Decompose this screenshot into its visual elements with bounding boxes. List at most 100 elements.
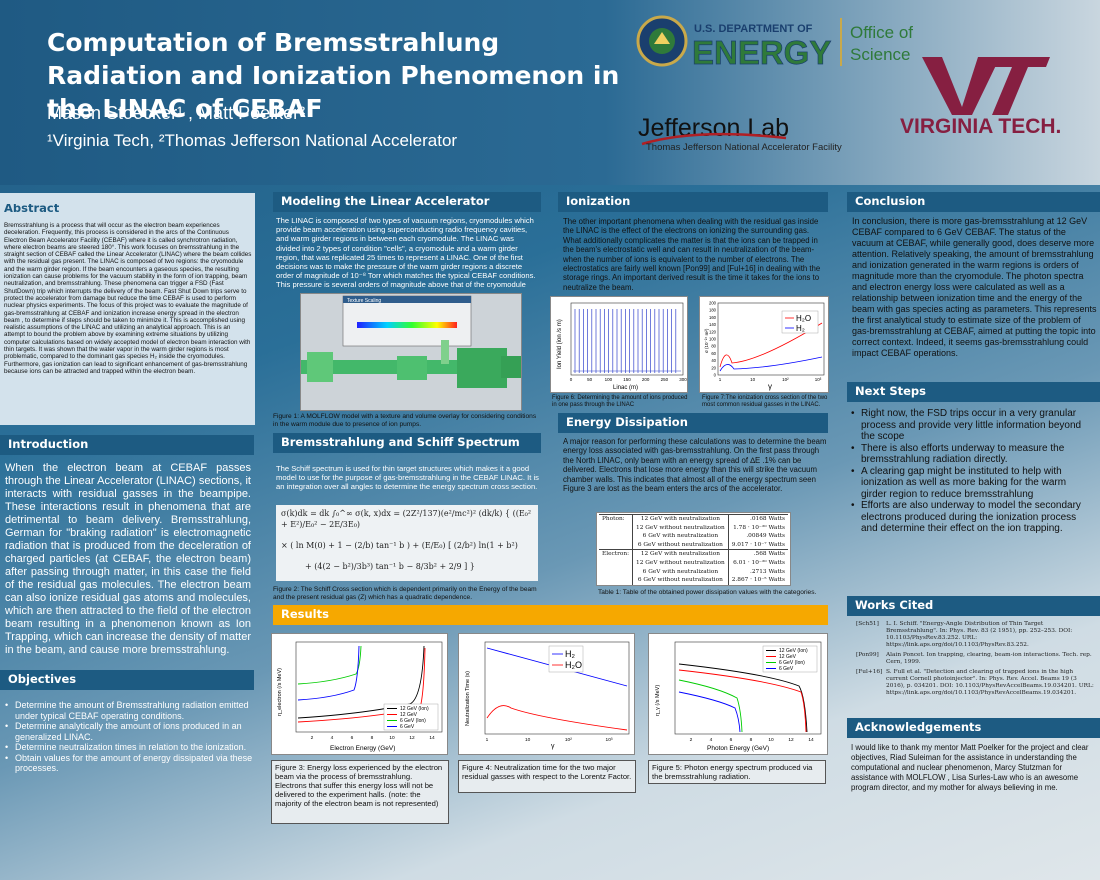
doe-logo: U.S. DEPARTMENT OF ENERGY Office of Scie… xyxy=(636,14,936,71)
table-category-cell xyxy=(599,558,633,567)
table-condition-cell: 6 GeV with neutralization xyxy=(632,532,729,541)
schiff-equation: σ(k)dk = dk ∫₀^∞ σ(k, x)dx = (2Z²/137)(e… xyxy=(276,505,538,581)
x-tick-label: 50 xyxy=(587,377,593,382)
next-steps-list: Right now, the FSD trips occur in a very… xyxy=(849,408,1094,568)
x-tick-label: 12 xyxy=(409,735,415,741)
figure7-caption: Figure 7:The ionization cross section of… xyxy=(702,395,828,408)
figure7-plot: 0 20 40 60 80 100 120 140 160 180 200 H₂O H₂ σ (10… xyxy=(699,296,829,393)
authors: Mason Stoecker¹ , Matt Poelker² xyxy=(47,103,306,123)
legend-label: 6 GeV (Ion) xyxy=(779,660,805,666)
x-tick-label: 300 xyxy=(679,377,687,382)
fig7-x-ticks: 1 10 10² 10³ xyxy=(719,377,822,382)
fig6-x-ticks: 0 50 100 150 200 250 300 xyxy=(570,377,688,382)
table-condition-cell: 6 GeV without neutralization xyxy=(632,576,729,585)
table-row: 12 GeV without neutralization 1.78 · 10⁻²… xyxy=(599,523,788,533)
fig3-x-ticks: 2 4 6 8 10 12 14 xyxy=(311,735,435,741)
fig7-ylabel: σ (10⁻²⁴ m²) xyxy=(704,328,709,353)
fig4-legend-h2o: H₂O xyxy=(565,660,582,670)
next-step-item: Efforts are also underway to model the s… xyxy=(849,500,1094,535)
figure3-plot: 12 GeV (Ion) 12 GeV 6 GeV (Ion) 6 GeV η_ele… xyxy=(271,633,448,755)
next-steps-heading: Next Steps xyxy=(847,382,1100,402)
objective-item: Determine neutralization times in relati… xyxy=(3,742,253,753)
acknowledgements-heading: Acknowledgements xyxy=(847,718,1100,738)
schiff-text: The Schiff spectrum is used for thin tar… xyxy=(276,464,539,492)
y-tick-label: 80 xyxy=(711,344,716,349)
acknowledgements-text: I would like to thank my mentor Matt Poe… xyxy=(851,743,1089,792)
table-row: Photon: 12 GeV with neutralization .0168 W… xyxy=(599,514,788,524)
table-value-cell: .00849 Watts xyxy=(746,533,785,540)
figure3-caption: Figure 3: Energy loss experienced by the… xyxy=(271,760,449,824)
series-6gev-ion xyxy=(678,679,743,733)
x-tick-label: 0 xyxy=(570,377,573,382)
x-tick-label: 12 xyxy=(788,737,794,743)
poster-title: Computation of Bremsstrahlung Radiation … xyxy=(47,28,620,123)
fig6-xlabel: Linac (m) xyxy=(613,385,638,391)
legend-label: 12 GeV xyxy=(400,712,418,718)
fig7-y-ticks: 0 20 40 60 80 100 120 140 160 180 200 xyxy=(709,301,717,378)
x-tick-label: 6 xyxy=(730,737,733,743)
ionization-heading: Ionization xyxy=(558,192,828,212)
reference-key: [Pon99] xyxy=(856,652,879,658)
table-category-cell xyxy=(599,532,633,541)
equation-line: × ( ln M(0) + 1 − (2/b) tan⁻¹ b ) + (E/E… xyxy=(281,541,518,550)
x-tick-label: 2 xyxy=(690,737,693,743)
table-value-cell: 1.78 · 10⁻²⁰ Watts xyxy=(733,524,785,531)
jlab-subtitle: Thomas Jefferson National Accelerator Fa… xyxy=(646,142,842,153)
energy-dissipation-heading: Energy Dissipation xyxy=(558,413,828,433)
introduction-text: When the electron beam at CEBAF passes t… xyxy=(5,462,251,656)
virginia-tech-logo: VIRGINIA TECH. xyxy=(900,55,1095,140)
objective-item: Determine the amount of Bremsstrahlung r… xyxy=(3,700,253,721)
schiff-heading: Bremsstrahlung and Schiff Spectrum xyxy=(273,433,541,453)
table-category-cell xyxy=(599,541,633,550)
x-tick-label: 10³ xyxy=(815,377,822,382)
fig5-x-ticks: 2 4 6 8 10 12 14 xyxy=(690,737,814,743)
x-tick-label: 1 xyxy=(486,737,489,743)
next-step-item: There is also efforts underway to measur… xyxy=(849,443,1094,466)
x-tick-label: 200 xyxy=(642,377,650,382)
fig7-legend-h2o: H₂O xyxy=(796,314,811,323)
x-tick-label: 100 xyxy=(605,377,613,382)
legend-label: 6 GeV xyxy=(779,666,794,672)
table-row: 6 GeV without neutralization 2.867 · 10⁻⁵… xyxy=(599,576,788,585)
x-tick-label: 10 xyxy=(768,737,774,743)
figure5-caption: Figure 5: Photon energy spectrum produce… xyxy=(648,760,826,784)
x-tick-label: 2 xyxy=(311,735,314,741)
fig6-ylabel: Ion Yield (ion /s m) xyxy=(557,319,563,369)
molflow-model-figure: Texture Scaling xyxy=(300,293,522,411)
power-dissipation-table: Photon: 12 GeV with neutralization .0168 W… xyxy=(596,512,791,586)
modeling-heading: Modeling the Linear Accelerator xyxy=(273,192,541,212)
x-tick-label: 10² xyxy=(782,377,789,382)
legend-label: 12 GeV xyxy=(779,654,797,660)
x-tick-label: 14 xyxy=(808,737,814,743)
doe-science: Science xyxy=(850,45,910,64)
figure1-caption: Figure 1: A MOLFLOW model with a texture… xyxy=(273,413,537,428)
references-list: [Sch51] L. I. Schiff. "Energy-Angle Distr… xyxy=(856,621,1094,711)
ionization-text: The other important phenomena when deali… xyxy=(563,217,821,292)
poster-header: Computation of Bremsstrahlung Radiation … xyxy=(0,0,1100,185)
x-tick-label: 4 xyxy=(331,735,334,741)
energy-dissipation-text: A major reason for performing these calc… xyxy=(563,437,827,494)
figure4-caption: Figure 4: Neutralization time for the tw… xyxy=(458,760,636,793)
fig3-ylabel: η_electron (/s MeV) xyxy=(277,668,283,716)
table-row: 6 GeV with neutralization .2713 Watts xyxy=(599,567,788,577)
table-value-cell: 9.017 · 10⁻⁷ Watts xyxy=(731,542,785,549)
next-step-item: A clearing gap might be instituted to he… xyxy=(849,466,1094,501)
fig3-xlabel: Electron Energy (GeV) xyxy=(330,745,395,752)
fig4-x-ticks: 1 10 10² 10³ xyxy=(486,737,613,743)
doe-line1: U.S. DEPARTMENT OF xyxy=(694,23,813,35)
y-tick-label: 200 xyxy=(709,301,717,306)
abstract-heading: Abstract xyxy=(4,204,60,214)
x-tick-label: 14 xyxy=(429,735,435,741)
h2-cross-section-line xyxy=(719,356,823,372)
series-6gev-ion xyxy=(297,645,362,685)
equation-line: + (4(2 − b²)/3b³) tan⁻¹ b − 8/3b² + 2/9 … xyxy=(305,562,475,571)
x-tick-label: 8 xyxy=(750,737,753,743)
reference-entry: [Ful+16] S. Full et al. "Detection and cl… xyxy=(856,669,1094,697)
jlab-wordmark: Jefferson Lab xyxy=(638,114,789,142)
figure6-plot: Ion Yield (ion /s m) Linac (m) 0 50 100 150… xyxy=(550,296,688,393)
molflow-model-image: Texture Scaling xyxy=(301,294,521,410)
table-category-cell: Photon: xyxy=(602,516,625,523)
x-tick-label: 250 xyxy=(661,377,669,382)
reference-text: S. Full et al. "Detection and clearing o… xyxy=(886,669,1094,696)
